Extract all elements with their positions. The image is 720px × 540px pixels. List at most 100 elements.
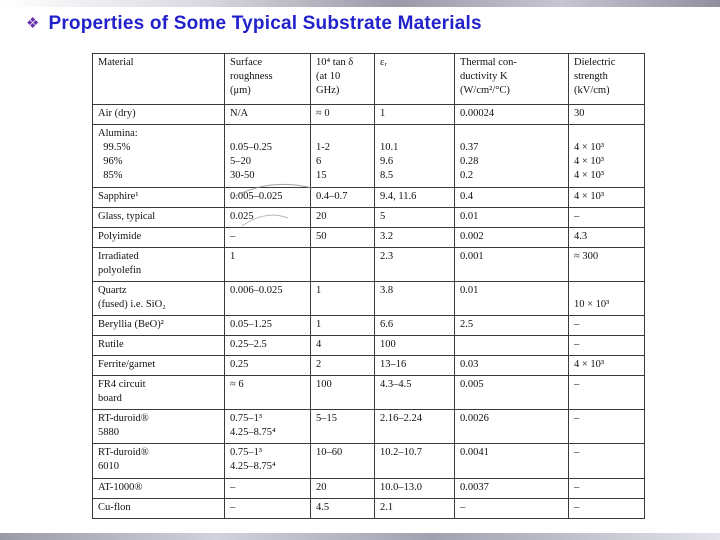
top-gradient-bar	[0, 0, 720, 7]
table-cell: 10 × 10³	[568, 280, 645, 316]
table-cell: 1	[310, 314, 375, 337]
table-cell: Ferrite/garnet	[92, 355, 225, 377]
table-cell: 4.3–4.5	[374, 375, 455, 411]
table-cell: 0.0037	[454, 477, 569, 499]
table-cell: 2.1	[374, 497, 455, 519]
table-cell: 0.25–2.5	[224, 334, 311, 357]
table-cell: 1	[374, 104, 455, 126]
table-cell: ≈ 0	[310, 104, 375, 126]
table-cell: 0.001	[454, 246, 569, 282]
column-header: 10⁴ tan δ (at 10 GHz)	[310, 52, 375, 106]
table-cell: 13–16	[374, 355, 455, 377]
table-cell: 4.3	[568, 226, 645, 248]
table-cell: Irradiated polyolefin	[92, 246, 225, 282]
table-cell: Rutile	[92, 334, 225, 357]
table-row: Cu-flon –4.5 2.1– –	[92, 497, 645, 519]
table-cell: 0.4	[454, 186, 569, 208]
table-cell: Cu-flon	[92, 497, 225, 519]
table-cell: –	[454, 497, 569, 519]
table-cell: 5–15	[310, 409, 375, 445]
table-cell	[310, 246, 375, 282]
table-cell: Glass, typical	[92, 206, 225, 228]
table-cell: 0.05–0.25 5–20 30-50	[224, 124, 311, 188]
table-cell: 30	[568, 104, 645, 126]
table-cell: Beryllia (BeO)²	[92, 314, 225, 337]
table-cell: 10.1 9.6 8.5	[374, 124, 455, 188]
table-cell: 0.006–0.025	[224, 280, 311, 316]
column-header: Material	[92, 52, 225, 106]
table-cell: –	[568, 497, 645, 519]
table-row: Sapphire¹ 0.005–0.025 0.4–0.7 9.4, 11.6 0.4 4…	[92, 186, 645, 208]
table-cell: RT-duroid® 5880	[92, 409, 225, 445]
table-cell: 3.2	[374, 226, 455, 248]
diamond-bullet-icon: ❖	[26, 15, 40, 32]
table-cell: 1	[310, 280, 375, 316]
table-cell: 1	[224, 246, 311, 282]
table-row: FR4 circuit board ≈ 6 100 4.3–4.5 0.005–	[92, 375, 645, 411]
table-cell: –	[568, 477, 645, 499]
table-cell: 4 × 10³	[568, 186, 645, 208]
table-cell: 100	[310, 375, 375, 411]
table-cell: Sapphire¹	[92, 186, 225, 208]
table-row: Rutile 0.25–2.5 4 100 –	[92, 334, 645, 357]
table-cell: 50	[310, 226, 375, 248]
table-row: AT-1000® –20 10.0–13.0 0.0037–	[92, 477, 645, 499]
table-cell: 0.002	[454, 226, 569, 248]
page-title: Properties of Some Typical Substrate Mat…	[48, 13, 482, 34]
table-header-row: Material Surface roughness (μm) 10⁴ tan δ …	[92, 52, 645, 106]
table-cell: 10–60	[310, 443, 375, 479]
table-cell: 0.01	[454, 206, 569, 228]
table-cell: Polyimide	[92, 226, 225, 248]
table-cell: Air (dry)	[92, 104, 225, 126]
table-cell: 9.4, 11.6	[374, 186, 455, 208]
table-cell: 0.025	[224, 206, 311, 228]
table-cell: –	[224, 226, 311, 248]
table-cell: 3.8	[374, 280, 455, 316]
table-row: Alumina: 99.5% 96% 85% 0.05–0.25 5–20 30…	[92, 124, 645, 188]
table-cell: 10.2–10.7	[374, 443, 455, 479]
bottom-gradient-bar	[0, 533, 720, 540]
table-cell: AT-1000®	[92, 477, 225, 499]
table-row: Ferrite/garnet 0.25 2 13–16 0.03 4 × 10³	[92, 355, 645, 377]
column-header: Thermal con- ductivity K (W/cm²/°C)	[454, 52, 569, 106]
table-cell: 0.005	[454, 375, 569, 411]
table-cell: 0.005–0.025	[224, 186, 311, 208]
table-cell: 4 × 10³	[568, 355, 645, 377]
table-body: Air (dry) N/A ≈ 0 1 0.00024 30 Alumina: 99.5% …	[92, 104, 645, 519]
table-cell	[454, 334, 569, 357]
table-cell: RT-duroid® 6010	[92, 443, 225, 479]
table-cell: 0.0041	[454, 443, 569, 479]
table-head: Material Surface roughness (μm) 10⁴ tan δ …	[92, 52, 645, 106]
table-cell: –	[224, 497, 311, 519]
table-cell: 2	[310, 355, 375, 377]
column-header: Dielectric strength (kV/cm)	[568, 52, 645, 106]
table-cell: 0.00024	[454, 104, 569, 126]
table-row: Beryllia (BeO)² 0.05–1.25 1 6.6 2.5–	[92, 314, 645, 337]
table-cell: 4 × 10³ 4 × 10³ 4 × 10³	[568, 124, 645, 188]
table-cell: 0.4–0.7	[310, 186, 375, 208]
table-cell: 0.0026	[454, 409, 569, 445]
table-cell: 100	[374, 334, 455, 357]
table-cell: FR4 circuit board	[92, 375, 225, 411]
table-row: RT-duroid® 6010 0.75–1³ 4.25–8.75⁴ 10–60 10…	[92, 443, 645, 479]
table-row: Air (dry) N/A ≈ 0 1 0.00024 30	[92, 104, 645, 126]
table-cell: 20	[310, 206, 375, 228]
table-row: Polyimide –50 3.2 0.002 4.3	[92, 226, 645, 248]
table-cell: N/A	[224, 104, 311, 126]
table-cell: 0.25	[224, 355, 311, 377]
table-cell: Quartz (fused) i.e. SiO₂	[92, 280, 225, 316]
table-cell: –	[568, 375, 645, 411]
table-cell: 0.05–1.25	[224, 314, 311, 337]
table-cell: 2.3	[374, 246, 455, 282]
substrate-properties-table: Material Surface roughness (μm) 10⁴ tan δ …	[92, 52, 645, 519]
table-cell: ≈ 6	[224, 375, 311, 411]
table-cell: 2.16–2.24	[374, 409, 455, 445]
table-cell: 0.37 0.28 0.2	[454, 124, 569, 188]
table-cell: –	[568, 314, 645, 337]
table-cell: –	[568, 443, 645, 479]
slide-title-row: ❖ Properties of Some Typical Substrate M…	[26, 13, 482, 35]
table-row: Glass, typical 0.025 20 5 0.01–	[92, 206, 645, 228]
table-row: RT-duroid® 5880 0.75–1³ 4.25–8.75⁴ 5–15 2.1…	[92, 409, 645, 445]
table-cell: –	[224, 477, 311, 499]
